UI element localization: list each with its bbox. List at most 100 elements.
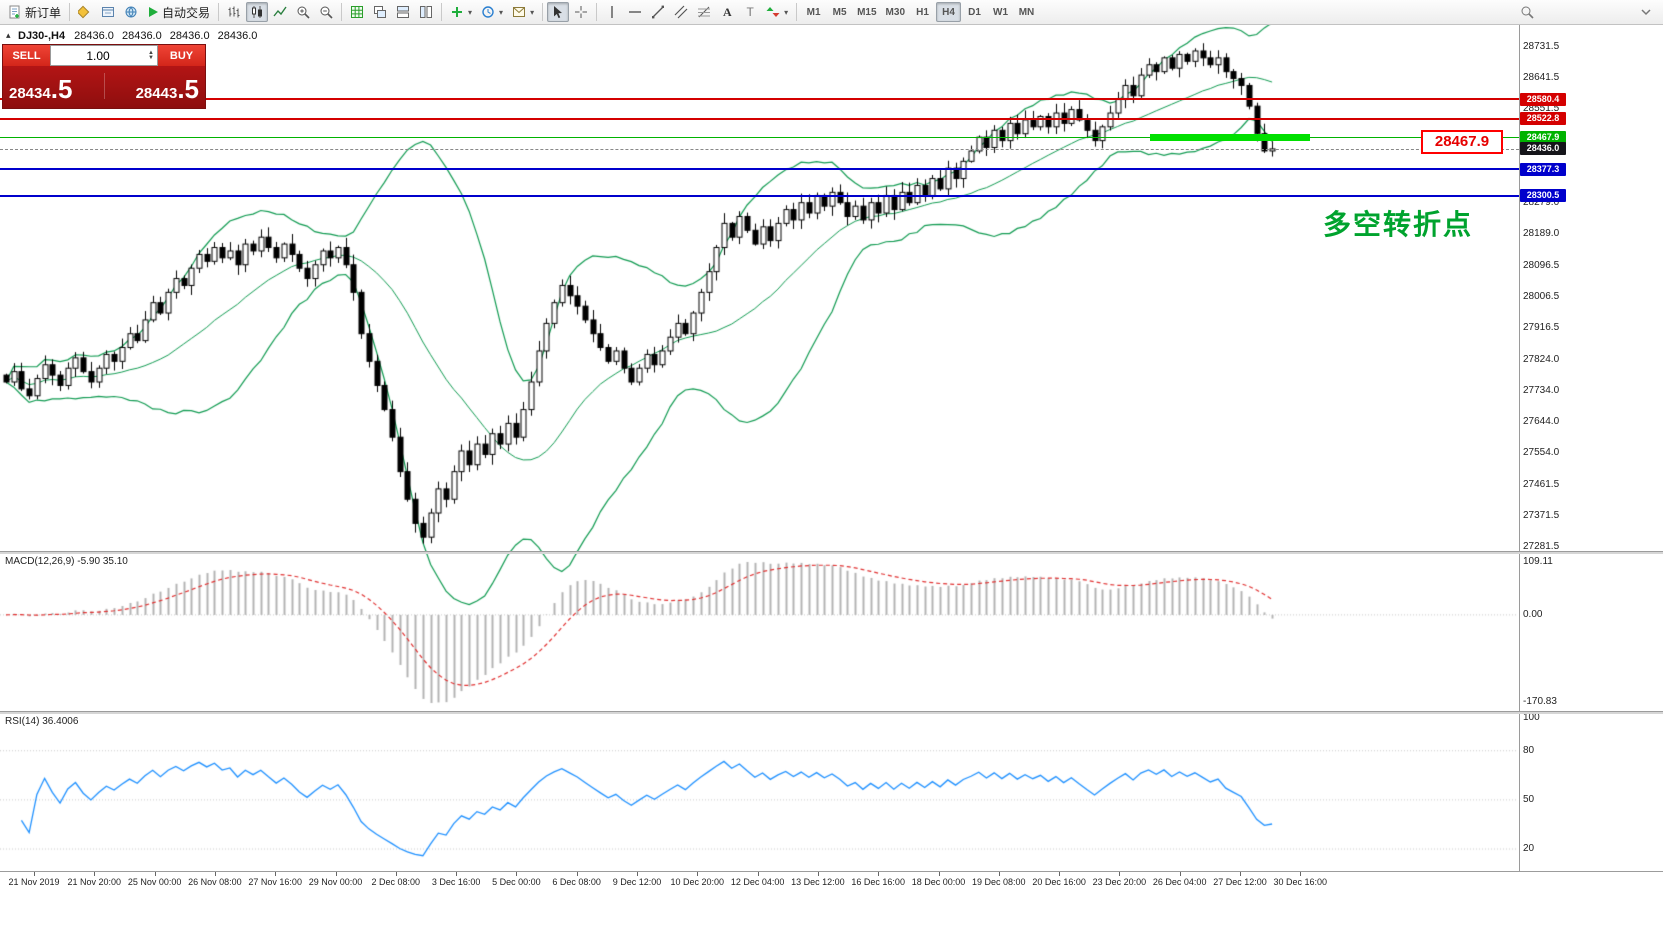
time-axis-label: 23 Dec 20:00 bbox=[1092, 877, 1147, 887]
rsi-panel-divider[interactable] bbox=[0, 711, 1663, 714]
price-axis-label: 27371.5 bbox=[1523, 509, 1560, 521]
auto-trading-label: 自动交易 bbox=[162, 5, 211, 20]
macd-axis-max-label: 109.11 bbox=[1523, 556, 1553, 567]
horizontal-level-line[interactable] bbox=[0, 98, 1519, 101]
label-button[interactable]: T bbox=[739, 2, 761, 22]
zoom-out-button[interactable] bbox=[315, 2, 337, 22]
indicators-add-icon bbox=[452, 7, 463, 17]
time-axis-tick bbox=[697, 872, 699, 876]
timeframe-m5-button[interactable]: M5 bbox=[827, 2, 852, 22]
cursor-button[interactable] bbox=[547, 2, 570, 22]
price-axis-label: 27644.0 bbox=[1523, 416, 1560, 427]
volume-spinner[interactable]: ▲ ▼ bbox=[145, 49, 157, 61]
buy-price-display[interactable]: 28443 .5 bbox=[136, 74, 199, 105]
spinner-up-icon[interactable]: ▲ bbox=[148, 49, 154, 56]
buy-button[interactable]: BUY bbox=[158, 45, 205, 66]
toolbar-separator bbox=[441, 3, 443, 21]
text-button[interactable]: A bbox=[716, 2, 738, 22]
templates-button[interactable]: ▾ bbox=[508, 2, 538, 22]
timeframe-h1-button[interactable]: H1 bbox=[910, 2, 935, 22]
current-price-line[interactable] bbox=[0, 148, 1519, 150]
candlestick-chart-button[interactable] bbox=[246, 2, 269, 22]
price-divider bbox=[103, 72, 105, 99]
crosshair-icon bbox=[575, 6, 588, 18]
timeframe-m30-button[interactable]: M30 bbox=[882, 2, 909, 22]
timeframe-m15-button[interactable]: M15 bbox=[853, 2, 880, 22]
quick-search-button[interactable] bbox=[1516, 2, 1538, 22]
indicators-button[interactable]: ▾ bbox=[446, 2, 476, 22]
chart-annotation-text[interactable]: 多空转折点 bbox=[1323, 209, 1474, 240]
channel-button[interactable] bbox=[670, 2, 692, 22]
cursor-icon bbox=[554, 6, 563, 19]
vertical-line-button[interactable] bbox=[601, 2, 623, 22]
toolbar-overflow-button[interactable] bbox=[1635, 2, 1657, 22]
market-watch-button[interactable] bbox=[74, 2, 96, 22]
one-click-collapse-toggle[interactable]: ▴ bbox=[6, 30, 11, 40]
toolbar-separator bbox=[218, 3, 220, 21]
time-axis-tick bbox=[938, 872, 940, 876]
timeframe-h4-button[interactable]: H4 bbox=[936, 2, 961, 22]
sell-price-display[interactable]: 28434 .5 bbox=[9, 74, 72, 105]
time-axis-tick bbox=[817, 872, 819, 876]
auto-trading-button[interactable]: 自动交易 bbox=[143, 2, 214, 22]
arrows-button[interactable]: ▾ bbox=[762, 2, 792, 22]
volume-input[interactable] bbox=[51, 47, 145, 64]
horizontal-line-button[interactable] bbox=[624, 2, 646, 22]
timeframe-m1-button[interactable]: M1 bbox=[801, 2, 826, 22]
time-axis-divider[interactable] bbox=[0, 871, 1663, 872]
grid-button[interactable] bbox=[346, 2, 368, 22]
trendline-button[interactable] bbox=[647, 2, 669, 22]
tile-vertical-icon bbox=[420, 6, 433, 18]
horizontal-level-line[interactable] bbox=[0, 137, 1519, 139]
periods-button[interactable]: ▾ bbox=[477, 2, 507, 22]
bar-chart-button[interactable] bbox=[223, 2, 245, 22]
horizontal-level-line[interactable] bbox=[0, 194, 1519, 197]
price-axis-label: 28006.5 bbox=[1523, 291, 1560, 302]
price-axis-label: 27554.0 bbox=[1523, 447, 1560, 459]
timeframe-d1-button[interactable]: D1 bbox=[962, 2, 987, 22]
line-chart-button[interactable] bbox=[269, 2, 291, 22]
data-window-button[interactable] bbox=[97, 2, 119, 22]
price-label-box[interactable]: 28467.9 bbox=[1421, 130, 1503, 154]
new-order-button[interactable]: 新订单 bbox=[4, 2, 65, 22]
tile-horizontal-button[interactable] bbox=[392, 2, 414, 22]
price-axis-label: 27281.5 bbox=[1523, 541, 1560, 552]
time-axis-tick bbox=[275, 872, 277, 876]
time-axis-tick bbox=[878, 872, 880, 876]
horizontal-level-line[interactable] bbox=[0, 168, 1519, 171]
time-axis-label: 18 Dec 00:00 bbox=[911, 877, 966, 887]
time-axis-label: 29 Nov 00:00 bbox=[308, 877, 363, 887]
time-axis-label: 27 Dec 12:00 bbox=[1213, 877, 1267, 887]
time-axis-tick bbox=[154, 872, 156, 876]
volume-box: ▲▼ bbox=[50, 45, 158, 66]
buy-price-main: 28443 bbox=[135, 85, 178, 102]
time-axis-tick bbox=[1059, 872, 1061, 876]
horizontal-line-icon bbox=[629, 11, 642, 13]
navigator-icon bbox=[125, 6, 137, 18]
zoom-in-button[interactable] bbox=[292, 2, 314, 22]
support-zone-segment[interactable] bbox=[1150, 134, 1310, 142]
one-click-top-row: SELL ▲▼ BUY bbox=[3, 45, 205, 66]
time-axis-label: 26 Nov 08:00 bbox=[188, 877, 242, 887]
timeframe-mn-button[interactable]: MN bbox=[1014, 2, 1039, 22]
sell-button[interactable]: SELL bbox=[3, 45, 50, 66]
crosshair-button[interactable] bbox=[570, 2, 592, 22]
tile-vertical-button[interactable] bbox=[415, 2, 437, 22]
horizontal-level-line[interactable] bbox=[0, 117, 1519, 120]
macd-panel-divider[interactable] bbox=[0, 551, 1663, 554]
navigator-button[interactable] bbox=[120, 2, 142, 22]
cascade-windows-button[interactable] bbox=[369, 2, 391, 22]
fibonacci-button[interactable] bbox=[693, 2, 715, 22]
price-axis-label: 28731.5 bbox=[1523, 41, 1560, 52]
market-watch-icon bbox=[78, 5, 90, 19]
time-axis-tick bbox=[1179, 872, 1181, 876]
time-axis-tick bbox=[34, 872, 35, 876]
spinner-down-icon[interactable]: ▼ bbox=[148, 54, 154, 61]
timeframe-w1-button[interactable]: W1 bbox=[988, 2, 1013, 22]
rsi-axis-label: 80 bbox=[1523, 744, 1535, 756]
price-badge: 28436.0 bbox=[1520, 142, 1566, 156]
time-axis-tick bbox=[395, 872, 397, 876]
